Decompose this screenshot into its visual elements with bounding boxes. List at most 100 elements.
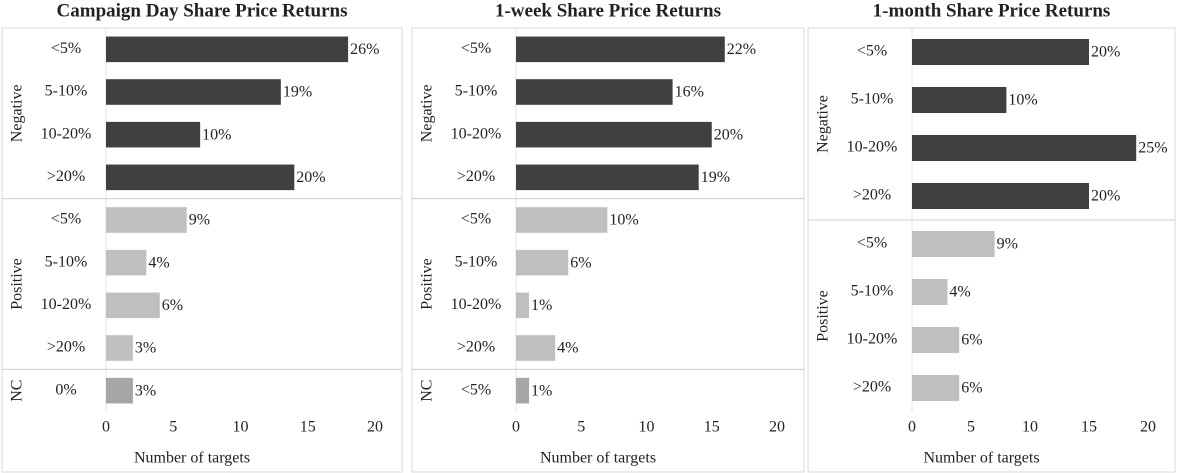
x-tick-label: 20 [1140,419,1156,436]
group-label: Negative [9,84,26,142]
value-label: 25% [1138,140,1167,157]
bar [912,39,1089,65]
value-label: 20% [1091,44,1120,61]
chart-title: Campaign Day Share Price Returns [57,0,348,21]
category-label: <5% [461,40,491,57]
bar [516,164,699,191]
bar [106,335,133,361]
x-axis-title: Number of targets [923,450,1039,467]
value-label: 4% [557,340,578,357]
bar [912,279,948,305]
panel-frame [807,27,1176,473]
category-label: 5-10% [45,253,88,270]
bar [106,207,187,233]
bar [912,135,1137,161]
group-label: Positive [419,258,436,310]
category-label: 5-10% [455,83,498,100]
group-label: NC [9,380,26,402]
x-tick-label: 20 [367,419,383,436]
category-label: 10-20% [847,139,898,156]
x-axis-title: Number of targets [134,450,250,467]
panel-frame [411,27,805,473]
value-label: 1% [531,297,552,314]
value-label: 19% [701,169,730,186]
value-label: 9% [997,236,1018,253]
x-tick-label: 15 [300,419,316,436]
bar [912,183,1089,209]
value-label: 16% [675,84,704,101]
value-label: 10% [202,126,231,143]
category-label: <5% [51,40,81,57]
category-label: 5-10% [851,283,894,300]
x-tick-label: 10 [233,419,249,436]
group-label: NC [419,380,436,402]
bar [516,79,673,105]
category-label: >20% [457,339,495,356]
chart-title: 1-month Share Price Returns [873,0,1111,21]
value-label: 20% [1091,188,1120,205]
category-label: 5-10% [851,91,894,108]
value-label: 20% [714,126,743,143]
category-label: 0% [55,381,76,398]
value-label: 20% [296,169,325,186]
bar [516,36,725,63]
bar [106,377,133,404]
bar [106,249,147,276]
category-label: >20% [47,168,85,185]
x-tick-label: 0 [908,419,916,436]
value-label: 10% [609,212,638,229]
category-label: 10-20% [41,125,92,142]
x-tick-label: 5 [967,419,975,436]
value-label: 6% [961,332,982,349]
x-axis-title: Number of targets [540,450,656,467]
bar [516,249,569,276]
category-label: <5% [461,381,491,398]
bar [106,121,201,148]
bar [106,292,160,319]
group-label: Negative [815,95,832,153]
category-label: 10-20% [847,331,898,348]
value-label: 3% [135,382,156,399]
bar [912,87,1007,113]
value-label: 4% [949,284,970,301]
bar [106,164,295,191]
value-label: 1% [531,382,552,399]
bar [516,292,530,319]
panel-frame [1,27,403,473]
bar [516,377,530,404]
x-tick-label: 15 [1081,419,1097,436]
bar [912,231,995,257]
category-label: 5-10% [45,83,88,100]
value-label: 4% [148,254,169,271]
category-label: 5-10% [455,253,498,270]
bar [516,121,712,148]
category-label: <5% [857,235,887,252]
x-tick-label: 5 [169,419,177,436]
bar [106,79,281,105]
x-tick-label: 20 [769,419,785,436]
category-label: 10-20% [451,296,502,313]
bar [912,375,960,401]
category-label: <5% [461,211,491,228]
category-label: 10-20% [41,296,92,313]
category-label: >20% [47,339,85,356]
category-label: 10-20% [451,125,502,142]
value-label: 9% [189,212,210,229]
value-label: 26% [350,41,379,58]
chart-title: 1-week Share Price Returns [495,0,721,21]
group-label: Positive [9,258,26,310]
value-label: 22% [727,41,756,58]
group-label: Positive [815,290,832,342]
value-label: 6% [570,254,591,271]
x-tick-label: 0 [512,419,520,436]
bar [106,36,349,63]
bar [516,335,556,361]
value-label: 6% [961,380,982,397]
x-tick-label: 10 [1022,419,1038,436]
category-label: >20% [457,168,495,185]
value-label: 10% [1008,92,1037,109]
category-label: >20% [853,379,891,396]
value-label: 3% [135,340,156,357]
group-label: Negative [419,84,436,142]
